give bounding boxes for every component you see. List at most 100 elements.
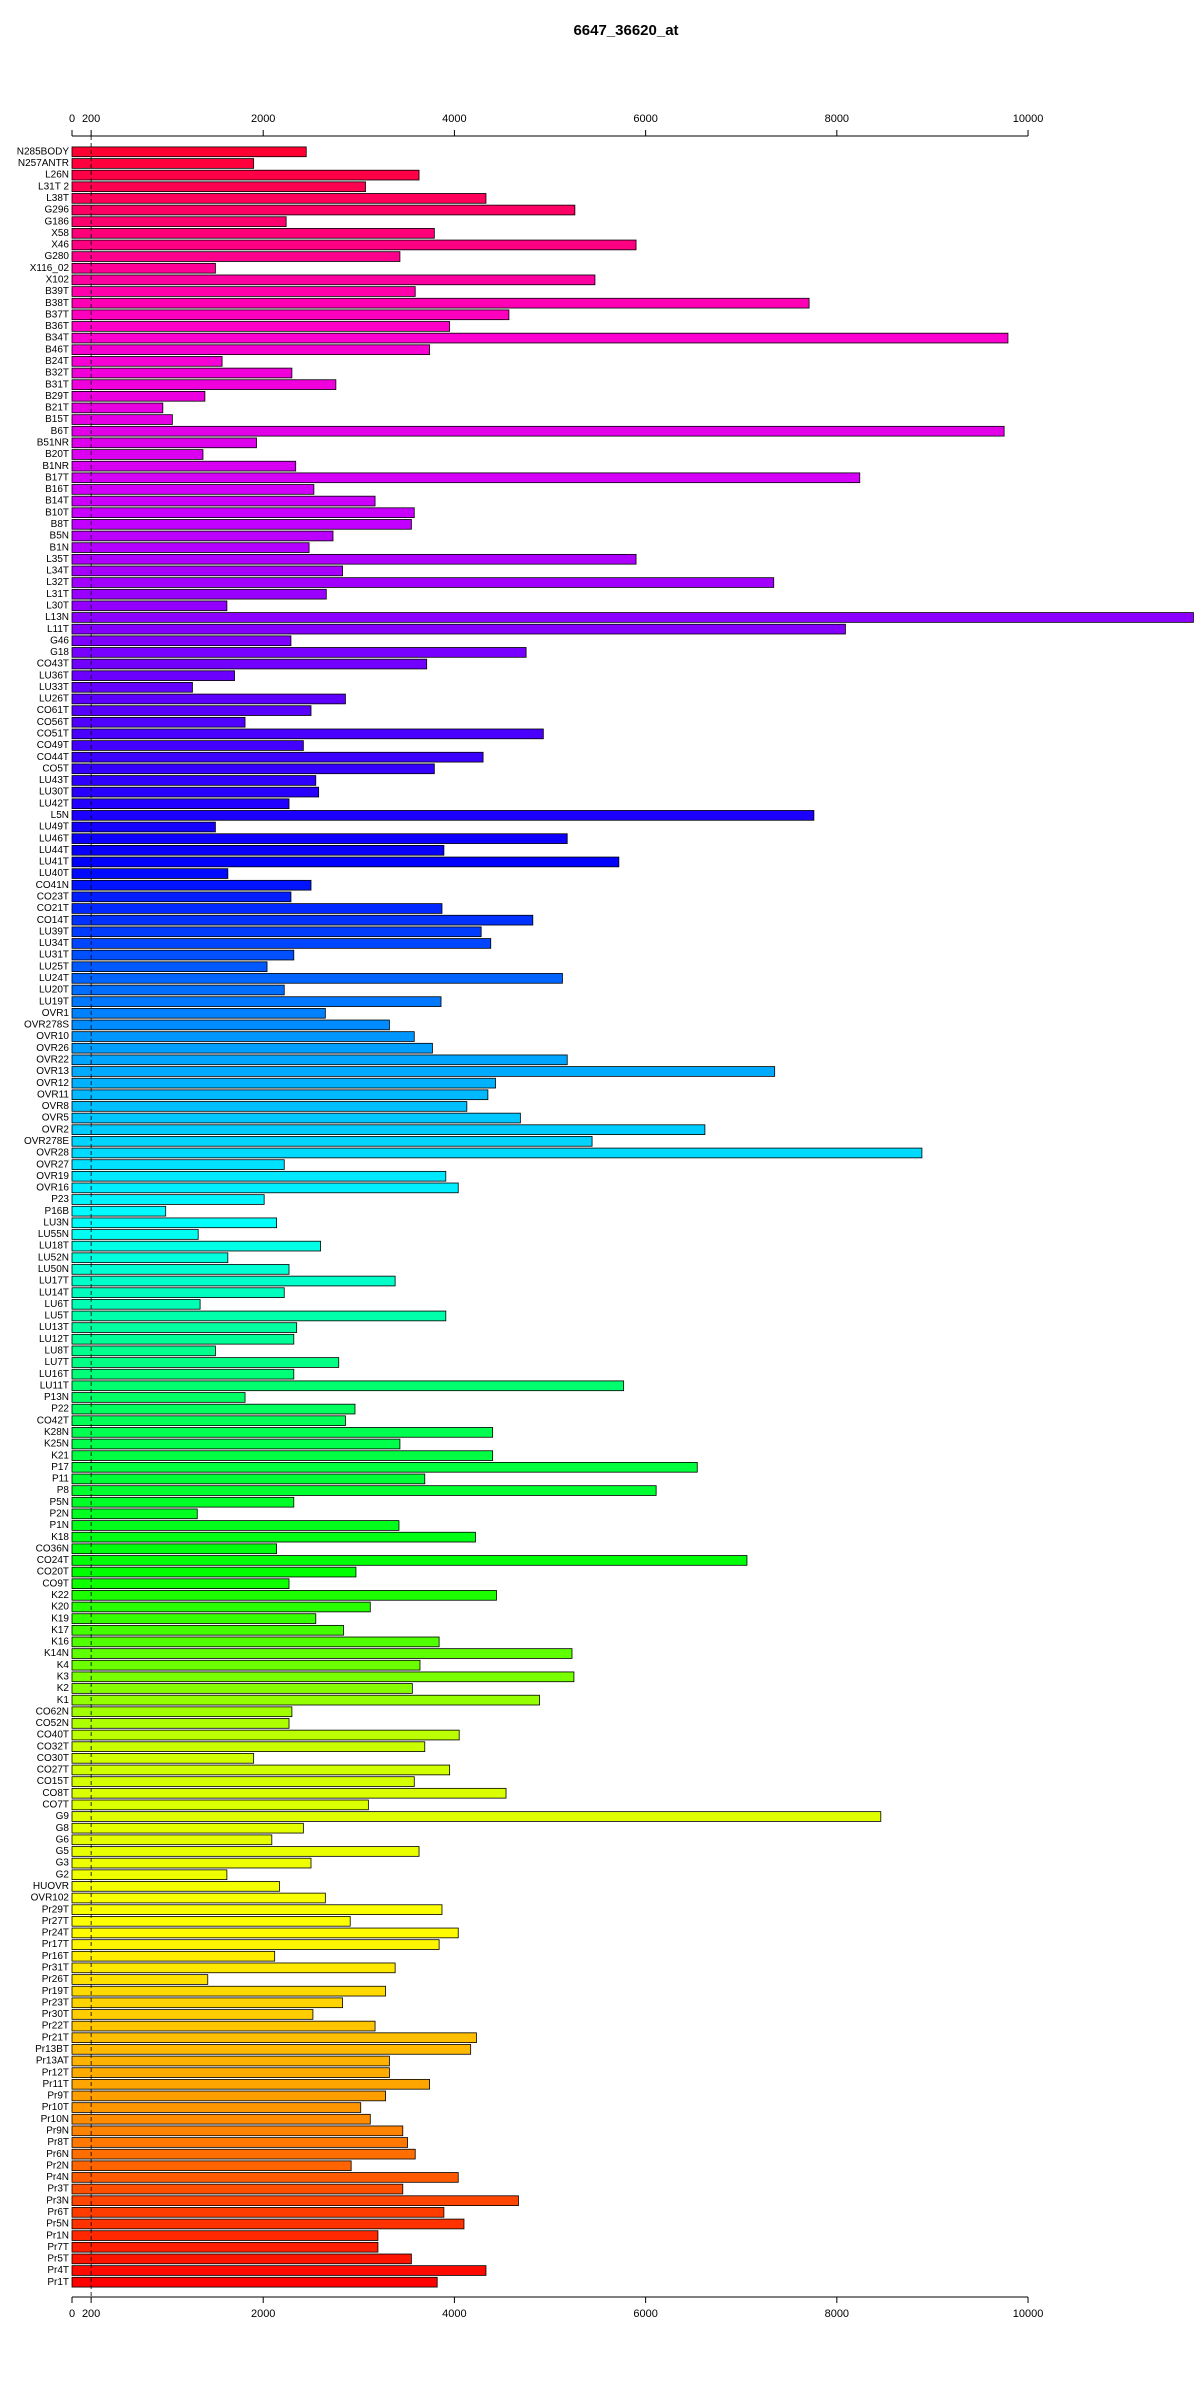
y-tick-label: LU30T <box>39 787 69 798</box>
y-tick-label: K17 <box>51 1625 69 1636</box>
y-tick-label: L30T <box>46 600 69 611</box>
y-tick-label: B31T <box>45 379 69 390</box>
y-tick-label: Pr22T <box>42 2021 69 2032</box>
bar <box>71 2160 352 2172</box>
bar <box>71 949 295 961</box>
y-tick-label: LU20T <box>39 985 69 996</box>
bar <box>71 891 292 903</box>
y-tick-label: B36T <box>45 321 69 332</box>
y-tick-label: LU17T <box>39 1276 69 1287</box>
bar <box>71 1194 265 1205</box>
y-tick-label: LU7T <box>45 1357 69 1368</box>
bar <box>71 169 420 181</box>
y-tick-label: OVR13 <box>36 1066 69 1077</box>
x-tick-label: 2000 <box>251 113 275 125</box>
bar <box>71 1019 390 1031</box>
y-tick-label: CO43T <box>37 659 69 670</box>
y-tick-label: Pr11T <box>43 2079 70 2090</box>
y-tick-label: Pr1N <box>46 2230 69 2241</box>
y-tick-label: Pr6T <box>47 2207 69 2218</box>
y-tick-label: P13N <box>44 1392 69 1403</box>
y-tick-label: LU6T <box>45 1299 69 1310</box>
y-tick-label: OVR27 <box>36 1159 69 1170</box>
bar <box>71 996 442 1007</box>
y-tick-label: Pr9N <box>46 2125 69 2136</box>
y-tick-label: LU50N <box>38 1264 69 1275</box>
y-tick-label: Pr17T <box>42 1939 69 1950</box>
bar <box>71 367 293 379</box>
y-tick-label: Pr9T <box>47 2091 69 2102</box>
y-tick-label: CO36N <box>36 1543 69 1554</box>
bar <box>71 2230 379 2241</box>
y-tick-label: B17T <box>45 472 69 483</box>
bar <box>71 1683 413 1694</box>
x-tick-label: 8000 <box>825 2308 849 2320</box>
bar <box>71 984 285 996</box>
bar <box>71 1753 255 1764</box>
bar <box>71 332 1009 344</box>
y-tick-label: CO62N <box>36 1706 69 1717</box>
y-tick-label: L11T <box>47 624 69 635</box>
y-tick-label: B24T <box>45 356 69 367</box>
bar <box>71 1543 277 1555</box>
bar <box>71 1415 346 1427</box>
y-tick-label: LU41T <box>39 857 69 868</box>
y-tick-label: Pr2N <box>46 2160 69 2171</box>
y-tick-label: LU12T <box>39 1334 69 1345</box>
bar <box>71 658 428 670</box>
x-tick-label: 6000 <box>633 113 657 125</box>
bar <box>71 1368 295 1380</box>
x-tick-label: 0 <box>69 113 75 125</box>
y-tick-label: K2 <box>57 1683 70 1694</box>
y-tick-label: OVR10 <box>36 1031 69 1042</box>
y-tick-label: B20T <box>45 449 69 460</box>
bar <box>71 973 563 984</box>
y-tick-label: CO5T <box>42 763 69 774</box>
bar <box>71 2102 362 2113</box>
bar <box>71 2241 379 2253</box>
y-tick-label: G2 <box>56 1869 70 1880</box>
y-tick-label: Pr5N <box>46 2219 69 2230</box>
bar <box>71 2090 386 2102</box>
y-tick-label: OVR102 <box>31 1893 70 1904</box>
bar <box>71 1624 344 1636</box>
bar <box>71 321 451 332</box>
y-tick-label: L38T <box>46 193 69 204</box>
y-tick-label: L31T <box>46 589 69 600</box>
y-tick-label: Pr21T <box>42 2032 69 2043</box>
y-tick-label: G296 <box>45 205 70 216</box>
bar <box>71 2044 472 2055</box>
y-tick-label: Pr6N <box>46 2149 69 2160</box>
y-tick-label: LU39T <box>39 926 69 937</box>
x-tick-label: 8000 <box>825 113 849 125</box>
bar <box>71 1834 273 1846</box>
bar <box>71 1799 369 1811</box>
bar <box>71 1613 317 1624</box>
bar <box>71 1974 209 1985</box>
y-tick-label: L32T <box>46 577 69 588</box>
y-tick-label: CO40T <box>37 1730 69 1741</box>
bar <box>71 565 343 577</box>
bar <box>71 868 229 879</box>
y-tick-label: Pr8T <box>47 2137 69 2148</box>
y-tick-label: B32T <box>45 368 69 379</box>
y-tick-label: Pr23T <box>42 1997 69 2008</box>
y-tick-label: Pr19T <box>42 1986 69 1997</box>
bar <box>71 344 430 356</box>
bar <box>71 2195 519 2206</box>
bar <box>71 1764 451 1776</box>
bar <box>71 1287 285 1298</box>
bar <box>71 903 443 914</box>
y-tick-label: Pr13BT <box>35 2044 69 2055</box>
bar <box>71 798 290 810</box>
y-tick-label: OVR2 <box>42 1124 70 1135</box>
bar <box>71 1450 494 1461</box>
bar <box>71 2265 487 2276</box>
bar <box>71 1147 923 1159</box>
y-tick-label: CO20T <box>37 1567 69 1578</box>
bar <box>71 1124 706 1135</box>
bar <box>71 542 310 553</box>
y-tick-label: CO52N <box>36 1718 69 1729</box>
y-tick-label: CO24T <box>37 1555 69 1566</box>
